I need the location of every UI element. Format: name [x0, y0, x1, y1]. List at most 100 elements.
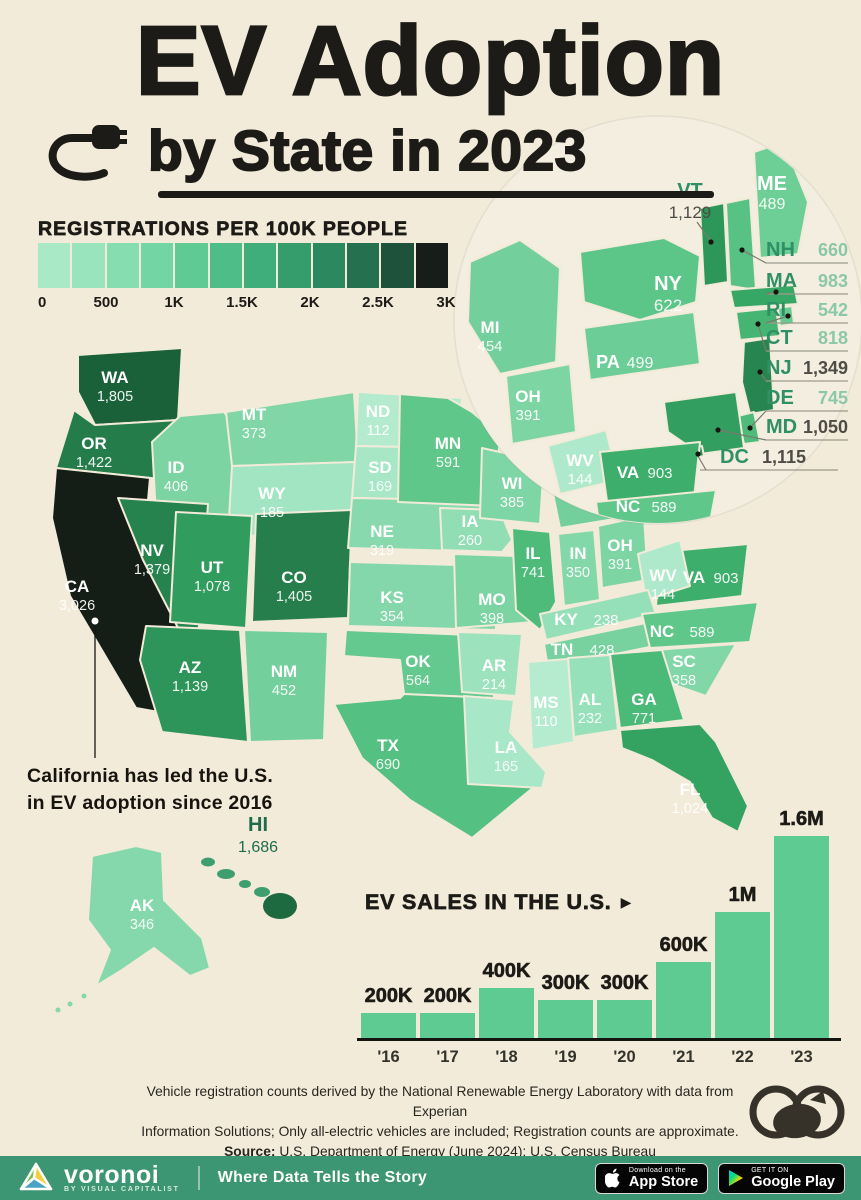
app-store-line1: Download on the: [628, 1166, 686, 1174]
state-abbr-ME: ME: [757, 173, 787, 195]
state-abbr-SD: SD: [368, 458, 392, 477]
state-value-NM: 452: [272, 683, 296, 699]
state-inset-NH: [725, 197, 757, 291]
state-abbr-NM: NM: [271, 662, 297, 681]
state-value-UT: 1,078: [194, 579, 230, 595]
state-abbr-FL: FL: [680, 780, 701, 799]
state-value-HI: 1,686: [238, 839, 278, 856]
hi-island-4: [263, 893, 297, 919]
state-abbr-WV: WV: [649, 566, 677, 585]
app-store-badge[interactable]: Download on the App Store: [594, 1162, 709, 1194]
footer-line2: Information Solutions; Only all-electric…: [141, 1124, 739, 1139]
state-abbr-KS: KS: [380, 588, 404, 607]
inset-row-abbr-NJ: NJ: [766, 357, 792, 379]
state-abbr-IL: IL: [525, 544, 540, 563]
state-abbr-LA: LA: [495, 738, 518, 757]
ev-sales-bar-chart: EV SALES IN THE U.S. ▶ 200K '16 200K '17 400…: [357, 808, 849, 1072]
row-leader-DC: [697, 455, 707, 471]
google-play-icon: [729, 1170, 744, 1186]
state-inset-OH: [505, 363, 577, 445]
inset-row-value-MA: 983: [818, 271, 848, 291]
inset-value-VA: 903: [647, 465, 672, 482]
state-FL: [619, 723, 749, 833]
state-value-KS: 354: [380, 609, 404, 625]
map-labels: WA 1,805 OR 1,422 CA 3,026 NV 1,379 ID 406 MT 373 WY…: [59, 173, 848, 933]
state-abbr-OH: OH: [607, 536, 633, 555]
state-abbr-UT: UT: [201, 558, 224, 577]
store-badges: Download on the App Store GET IT ON Goog…: [594, 1162, 845, 1194]
state-value-LA: 165: [494, 759, 518, 775]
state-value-NV: 1,379: [134, 562, 170, 578]
state-abbr-OR: OR: [81, 434, 107, 453]
google-play-line1: GET IT ON: [751, 1166, 789, 1174]
bar-value-'18: 400K: [482, 959, 531, 982]
bar-value-'17: 200K: [423, 984, 472, 1007]
state-abbr-NY: NY: [654, 273, 682, 295]
state-abbr-MO: MO: [478, 590, 505, 609]
bar-year-'20: '20: [613, 1048, 636, 1066]
state-value-GA: 771: [632, 711, 656, 727]
row-leader-CT: [757, 323, 767, 352]
hi-island-1: [217, 869, 235, 879]
bar-'17: [420, 1012, 475, 1038]
state-value-SD: 169: [368, 479, 392, 495]
inset-value-OH: 391: [515, 407, 540, 424]
bar-year-'16: '16: [377, 1048, 400, 1066]
arrow-right-icon: ▶: [620, 894, 633, 910]
state-abbr-MI: MI: [481, 318, 500, 337]
bar-value-'23: 1.6M: [779, 808, 824, 831]
state-value-NC: 589: [689, 624, 714, 641]
state-value-OK: 564: [406, 673, 430, 689]
inset-row-abbr-DC: DC: [720, 446, 749, 468]
state-abbr-PA: PA: [596, 352, 620, 372]
legend-title: REGISTRATIONS PER 100K PEOPLE: [38, 218, 408, 241]
state-abbr-OK: OK: [405, 652, 431, 671]
ev-plug-icon: [48, 125, 127, 181]
inset-row-value-CT: 818: [818, 328, 848, 348]
inset-row-abbr-NH: NH: [766, 239, 795, 261]
vt-leader: [696, 221, 711, 241]
legend-cell-10: [381, 243, 414, 288]
row-dot-NH: [739, 247, 745, 253]
inset-row-value-NH: 660: [818, 240, 848, 260]
footer-notes: Vehicle registration counts derived by t…: [120, 1082, 760, 1162]
state-WV: [637, 539, 691, 601]
footer-line1: Vehicle registration counts derived by t…: [146, 1084, 734, 1119]
brand-bar: voronoi BY VISUAL CAPITALIST Where Data …: [0, 1156, 861, 1200]
inset-row-abbr-CT: CT: [766, 327, 793, 349]
brand-tagline: Where Data Tells the Story: [217, 1169, 428, 1186]
brand-name: voronoi: [64, 1160, 160, 1189]
legend-tick-500: 500: [93, 294, 119, 311]
row-dot-RI: [785, 313, 791, 319]
voronoi-logo-icon[interactable]: [16, 1158, 56, 1198]
row-leader-DE: [749, 410, 767, 429]
inset-row-value-NJ: 1,349: [803, 358, 848, 378]
legend-cell-4: [175, 243, 208, 288]
ak-island-0: [81, 993, 87, 999]
state-abbr-AR: AR: [482, 656, 507, 675]
google-play-badge[interactable]: GET IT ON Google Play: [718, 1162, 845, 1194]
state-value-AZ: 1,139: [172, 679, 208, 695]
ak-island-2: [55, 1007, 61, 1013]
row-dot-DE: [747, 425, 753, 431]
state-value-ME: 489: [759, 196, 786, 213]
hi-island-2: [239, 880, 251, 888]
bar-'19: [538, 1000, 593, 1038]
page-title: EV Adoption: [134, 6, 726, 115]
state-value-AL: 232: [578, 711, 602, 727]
bar-year-'17: '17: [436, 1048, 459, 1066]
legend-cell-9: [346, 243, 380, 288]
apple-icon: [604, 1168, 620, 1188]
state-abbr-SC: SC: [672, 652, 696, 671]
row-leader-RI: [765, 315, 789, 324]
title-underline: [158, 191, 714, 198]
row-leader-NH: [741, 249, 767, 264]
legend-tick-2K: 2K: [300, 294, 320, 311]
state-abbr-HI: HI: [248, 814, 268, 836]
state-value-AK: 346: [130, 917, 154, 933]
inset-row-value-DE: 745: [818, 388, 848, 408]
inset-row-abbr-RI: RI: [766, 299, 786, 321]
vt-dot: [708, 239, 714, 245]
state-value-PA: 499: [627, 355, 654, 372]
state-value-IN: 350: [566, 565, 590, 581]
